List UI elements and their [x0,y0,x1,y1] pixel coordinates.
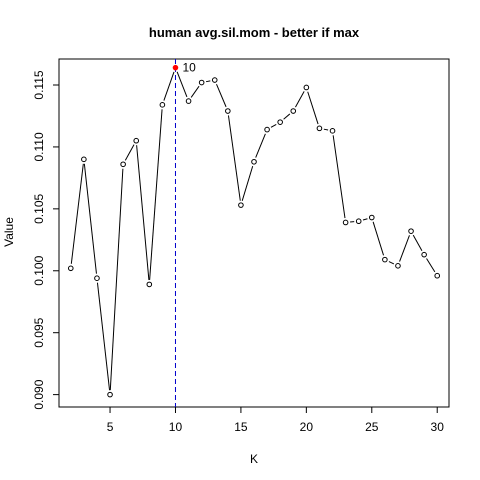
series-segment [388,261,395,265]
data-point [277,119,283,125]
data-point [133,137,140,144]
data-point [264,126,270,133]
data-point [185,98,192,104]
series-segment [190,85,200,98]
series-segment [270,123,277,128]
series-segment [372,221,385,256]
series-segment [70,163,84,264]
series-segment [124,144,135,161]
points-group [67,64,441,398]
y-tick-label: 0.095 [32,317,46,347]
y-tick-label: 0.115 [32,70,46,99]
series-segment [426,258,436,273]
y-axis-label: Value [2,217,16,247]
x-tick-label: 15 [234,420,248,434]
data-point [316,125,323,132]
x-tick-label: 20 [300,420,314,434]
series-segment [216,84,227,108]
series-segment [283,113,291,120]
data-point [81,156,87,163]
series-segment [149,109,163,280]
data-point [408,228,414,234]
series-segment [176,71,188,98]
y-tick-label: 0.090 [32,379,46,409]
series-segment [255,133,266,158]
data-point [395,263,401,269]
data-point [94,275,100,282]
data-point [290,108,297,114]
data-point [225,108,231,114]
data-point [421,251,427,258]
data-point [368,214,375,221]
series-segment [412,234,423,251]
data-point [342,219,349,226]
series-group [70,71,436,391]
x-axis-label: K [250,452,258,466]
series-segment [83,163,97,274]
chart-title: human avg.sil.mom - better if max [149,25,360,40]
x-axis: 5 10 15 20 25 30 [107,407,445,434]
series-segment [96,282,111,391]
data-point [198,79,205,86]
y-tick-label: 0.105 [32,194,46,224]
series-segment [323,128,329,131]
data-point [251,158,257,165]
series-segment [227,115,241,201]
y-axis: 0.090 0.095 0.100 0.105 0.110 0.115 [32,70,59,410]
series-segment [332,135,346,219]
x-tick-label: 10 [169,420,183,434]
series-segment [136,145,150,280]
series-segment [295,91,305,108]
highlight-point [172,64,179,71]
data-point [159,102,166,108]
series-segment [205,80,211,83]
x-tick-label: 25 [365,420,379,434]
data-point [120,161,126,168]
plot-frame [58,58,450,408]
series-segment [241,165,254,201]
series-segment [109,168,124,391]
series-segment [399,235,410,262]
highlight-group: 10 [182,61,196,75]
y-tick-label: 0.100 [32,255,46,285]
x-tick-label: 5 [107,420,114,434]
y-tick-label: 0.110 [32,132,46,161]
data-point [355,218,362,225]
data-point [211,77,218,83]
series-segment [307,91,319,125]
data-point [146,281,153,288]
series-segment [163,71,175,101]
x-tick-label: 30 [431,420,445,434]
data-point [67,265,74,272]
data-point [107,391,113,398]
highlight-label: 10 [182,61,196,75]
data-point [434,272,441,279]
series-segment [362,218,368,221]
data-point [382,256,388,263]
data-point [329,128,336,134]
data-point [238,202,244,208]
data-point [303,84,310,91]
